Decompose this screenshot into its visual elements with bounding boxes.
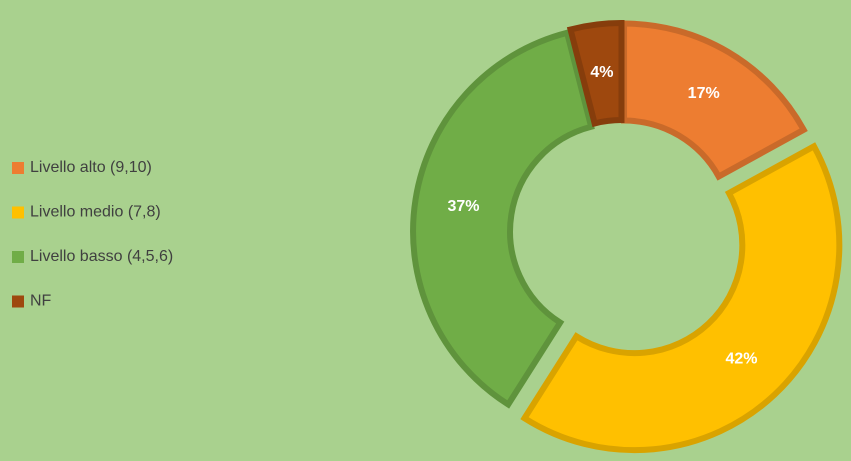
legend-label: Livello medio (7,8) bbox=[30, 204, 161, 221]
value-label: 37% bbox=[447, 198, 479, 215]
legend-swatch bbox=[12, 162, 24, 174]
legend-swatch bbox=[12, 295, 24, 308]
value-label: 17% bbox=[688, 85, 720, 102]
legend-swatch bbox=[12, 251, 24, 263]
donut-slice bbox=[621, 20, 808, 181]
value-label: 42% bbox=[725, 350, 757, 367]
donut-slice bbox=[520, 142, 843, 454]
legend-label: NF bbox=[30, 293, 52, 310]
donut-slice bbox=[566, 20, 625, 128]
legend-label: Livello basso (4,5,6) bbox=[30, 248, 173, 265]
legend-swatch bbox=[12, 206, 24, 219]
legend-label: Livello alto (9,10) bbox=[30, 159, 152, 176]
donut-slice bbox=[410, 29, 595, 409]
value-label: 4% bbox=[590, 64, 613, 81]
